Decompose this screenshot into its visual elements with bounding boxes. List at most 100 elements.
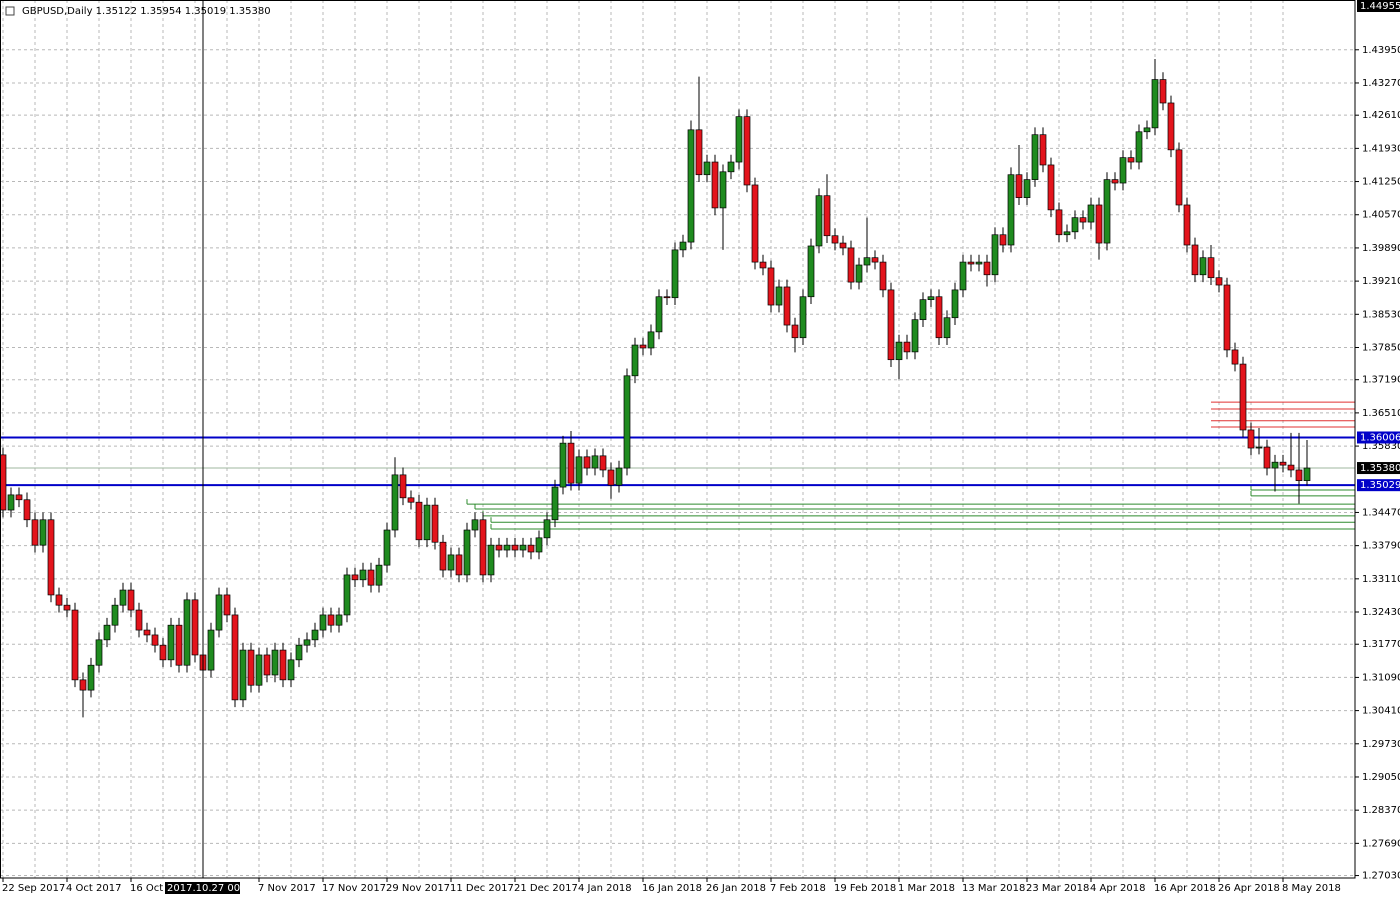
candle-body (1143, 127, 1151, 133)
candle-body (1031, 134, 1039, 180)
candle-body (111, 604, 119, 626)
candle-body (1047, 164, 1055, 211)
candle-body (983, 261, 991, 276)
candle-body (15, 494, 23, 501)
candle-body (943, 317, 951, 339)
candle-body (1271, 461, 1279, 469)
candle-body (1007, 174, 1015, 246)
candle-body (919, 299, 927, 321)
candle-body (1095, 204, 1103, 244)
candle-body (527, 544, 535, 553)
candle-body (1119, 157, 1127, 184)
candle-body (927, 296, 935, 301)
candle-body (119, 589, 127, 606)
candle-body (783, 286, 791, 326)
y-tick-label: 1.31770 (1362, 639, 1400, 650)
candle-body (271, 649, 279, 676)
candle-body (207, 629, 215, 671)
crosshair-label: 2017.10.27 00:00 (167, 883, 256, 894)
candle-body (0, 454, 7, 511)
candle-body (743, 116, 751, 186)
price-label: 1.35029 (1360, 480, 1400, 491)
candle-body (335, 614, 343, 626)
y-tick-label: 1.33110 (1362, 574, 1400, 585)
candle-body (1247, 429, 1255, 449)
y-tick-label: 1.41930 (1362, 143, 1400, 154)
x-tick-label: 16 Oct 2017 (130, 883, 192, 894)
candle-body (247, 649, 255, 686)
candle-body (1183, 204, 1191, 246)
x-tick-label: 16 Apr 2018 (1154, 883, 1216, 894)
candle-body (911, 319, 919, 353)
x-tick-label: 11 Dec 2017 (450, 883, 514, 894)
y-tick-label: 1.39890 (1362, 243, 1400, 254)
candle-body (791, 324, 799, 339)
candle-body (255, 654, 263, 686)
y-tick-label: 1.33790 (1362, 541, 1400, 552)
candle-body (479, 519, 487, 576)
candle-body (1039, 134, 1047, 166)
x-tick-label: 17 Nov 2017 (322, 883, 386, 894)
candle-body (23, 499, 31, 521)
candle-body (407, 497, 415, 503)
x-tick-label: 7 Nov 2017 (258, 883, 316, 894)
candle-body (343, 574, 351, 616)
title-icon (5, 6, 15, 16)
candle-body (687, 129, 695, 243)
candle-body (727, 161, 735, 173)
x-tick-label: 16 Jan 2018 (642, 883, 702, 894)
candle-body (215, 594, 223, 631)
y-tick-label: 1.32430 (1362, 607, 1400, 618)
candle-body (1279, 461, 1287, 466)
candle-body (759, 261, 767, 269)
x-tick-label: 4 Apr 2018 (1090, 883, 1145, 894)
candle-body (55, 594, 63, 606)
candle-body (423, 504, 431, 541)
candle-body (815, 195, 823, 247)
candle-body (135, 609, 143, 631)
candle-body (303, 639, 311, 646)
candle-body (191, 599, 199, 656)
candle-body (1295, 469, 1303, 481)
candle-body (1191, 244, 1199, 276)
candle-body (999, 234, 1007, 246)
candle-body (263, 654, 271, 676)
candle-body (455, 554, 463, 576)
y-tick-label: 1.31090 (1362, 672, 1400, 683)
candle-body (895, 341, 903, 361)
candle-body (1079, 217, 1087, 223)
candle-body (583, 456, 591, 469)
candle-body (855, 264, 863, 283)
candle-body (807, 245, 815, 298)
y-tick-label: 1.29050 (1362, 772, 1400, 783)
candle-body (63, 604, 71, 611)
candle-body (415, 501, 423, 541)
candle-body (639, 344, 647, 349)
candle-body (87, 664, 95, 691)
candle-body (543, 519, 551, 539)
candle-body (495, 544, 503, 551)
levels (0, 401, 1355, 530)
candle-body (103, 624, 111, 641)
candle-body (847, 247, 855, 283)
candle-body (607, 469, 615, 486)
candle-body (79, 679, 87, 691)
y-tick-label: 1.30410 (1362, 706, 1400, 717)
x-tick-label: 26 Jan 2018 (706, 883, 766, 894)
x-tick-label: 29 Nov 2017 (386, 883, 450, 894)
candle-body (1199, 257, 1207, 276)
y-tick-label: 1.37190 (1362, 375, 1400, 386)
candle-body (7, 494, 15, 511)
candle-body (39, 519, 47, 546)
candle-body (1055, 209, 1063, 236)
candle-body (1023, 179, 1031, 199)
candle-body (367, 569, 375, 586)
candle-body (879, 261, 887, 291)
candle-body (1255, 446, 1263, 449)
candle-body (31, 519, 39, 546)
candle-body (671, 249, 679, 299)
candle-body (239, 649, 247, 701)
candle-body (127, 589, 135, 611)
candle-body (223, 594, 231, 616)
